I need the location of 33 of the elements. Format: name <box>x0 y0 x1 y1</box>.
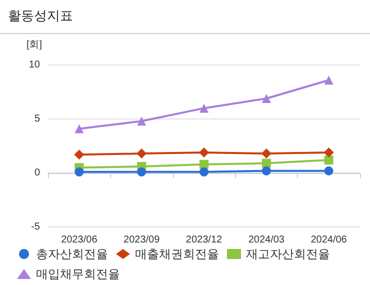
chart-title: 활동성지표 <box>0 0 370 34</box>
x-tick-label: 2023/12 <box>186 234 223 246</box>
y-tick-label: 10 <box>28 60 40 70</box>
point <box>136 148 147 159</box>
y-tick-label: 5 <box>34 114 40 124</box>
point <box>262 158 271 168</box>
point <box>324 156 334 165</box>
point <box>200 104 208 113</box>
y-tick-label: 0 <box>34 168 40 178</box>
point <box>200 160 208 169</box>
point <box>199 147 209 158</box>
x-tick-label: 2023/06 <box>61 234 98 246</box>
point <box>324 166 334 176</box>
point <box>324 147 334 158</box>
point <box>137 116 146 126</box>
point <box>74 124 84 134</box>
y-tick-label: -5 <box>31 222 40 232</box>
point <box>200 167 208 176</box>
point <box>74 150 84 160</box>
point <box>74 167 84 176</box>
legend-label: 총자산회전율 <box>36 247 108 261</box>
point <box>262 166 271 176</box>
x-tick-label: 2024/03 <box>248 234 285 246</box>
x-tick-label: 2024/06 <box>310 234 348 246</box>
legend-label: 재고자산회전율 <box>246 247 330 261</box>
point <box>261 148 272 159</box>
legend-label: 매출채권회전율 <box>135 247 219 261</box>
point <box>324 76 334 85</box>
legend-label: 매입채무회전율 <box>36 267 120 281</box>
y-axis-title: [회] <box>26 40 42 50</box>
point <box>137 167 146 176</box>
point <box>262 94 271 103</box>
x-tick-label: 2023/09 <box>124 234 160 246</box>
